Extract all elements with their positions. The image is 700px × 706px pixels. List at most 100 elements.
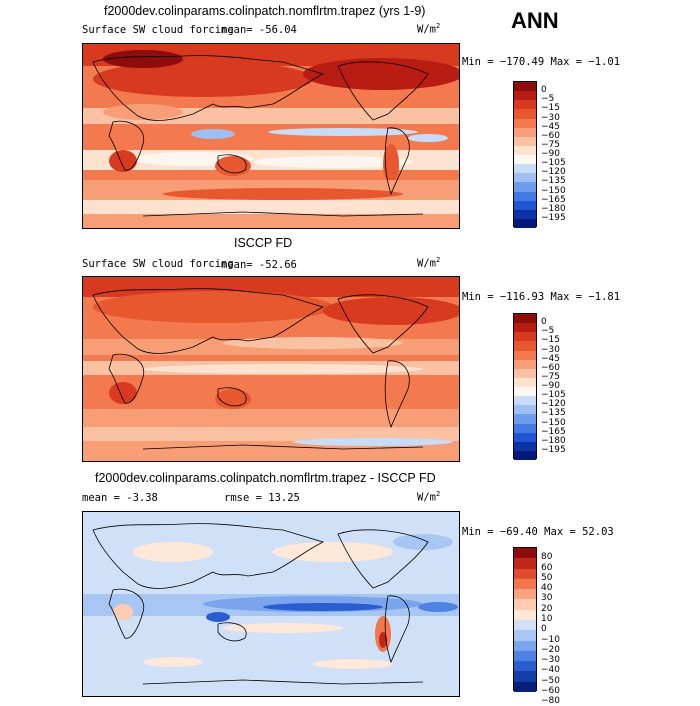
colorbar-swatch xyxy=(514,368,536,378)
colorbar-swatch xyxy=(514,589,536,600)
colorbar-swatch xyxy=(514,681,536,692)
colorbar-level-label: −15 xyxy=(541,103,560,114)
panel1-contour-field xyxy=(83,44,459,228)
season-label: ANN xyxy=(511,8,559,33)
colorbar-swatch xyxy=(514,568,536,579)
colorbar-level-label: −60 xyxy=(541,686,560,696)
colorbar-swatch xyxy=(514,173,536,183)
colorbar-level-label: −120 xyxy=(541,399,566,410)
colorbar-level-label: −150 xyxy=(541,417,566,428)
colorbar-level-label: 10 xyxy=(541,614,553,624)
colorbar-level-label: −45 xyxy=(541,121,560,132)
colorbar-level-label: −165 xyxy=(541,426,566,437)
panel2-minmax: Min = −116.93 Max = −1.81 xyxy=(462,291,621,303)
panel1-mean: mean= -56.04 xyxy=(221,24,297,36)
colorbar-swatch xyxy=(514,136,536,146)
colorbar-swatch xyxy=(514,599,536,610)
colorbar-swatch xyxy=(514,82,536,92)
colorbar-level-label: −165 xyxy=(541,194,566,205)
colorbar-swatch xyxy=(514,609,536,620)
colorbar-swatch xyxy=(514,209,536,219)
panel3-map xyxy=(82,511,460,697)
colorbar-swatch xyxy=(514,350,536,360)
panel2-map xyxy=(82,276,460,462)
colorbar-swatch xyxy=(514,164,536,174)
colorbar-swatch xyxy=(514,387,536,397)
colorbar-level-label: −20 xyxy=(541,644,560,655)
colorbar-level-label: −135 xyxy=(541,408,566,419)
colorbar-swatch xyxy=(514,377,536,387)
colorbar-swatch xyxy=(514,450,536,460)
colorbar-swatch xyxy=(514,109,536,119)
colorbar-level-label: 50 xyxy=(541,572,553,583)
colorbar-swatch xyxy=(514,423,536,433)
colorbar-level-label: −135 xyxy=(541,176,566,187)
panel1-title: f2000dev.colinparams.colinpatch.nomflrtm… xyxy=(104,4,426,18)
colorbar-level-label: −105 xyxy=(541,390,566,401)
panel1-variable: Surface SW cloud forcing xyxy=(82,24,234,36)
colorbar-swatch xyxy=(514,118,536,128)
colorbar-swatch xyxy=(514,578,536,590)
colorbar-swatch xyxy=(514,671,536,682)
colorbar-level-label: −30 xyxy=(541,112,560,123)
panel3-mean: mean = -3.38 xyxy=(82,492,158,504)
colorbar-level-label: −5 xyxy=(541,94,555,105)
panel3-title: f2000dev.colinparams.colinpatch.nomflrtm… xyxy=(95,471,436,485)
panel1-colorbar xyxy=(513,81,537,228)
colorbar-swatch xyxy=(514,200,536,210)
panel2-mean: mean= -52.66 xyxy=(221,259,297,271)
colorbar-level-label: −80 xyxy=(541,696,560,706)
colorbar-level-label: −30 xyxy=(541,344,560,355)
colorbar-level-label: −10 xyxy=(541,634,560,645)
panel2-units: W/m2 xyxy=(417,256,441,270)
colorbar-swatch xyxy=(514,91,536,101)
colorbar-level-label: 30 xyxy=(541,593,553,604)
panel2-contour-field xyxy=(83,277,459,461)
colorbar-level-label: −90 xyxy=(541,149,560,159)
colorbar-swatch xyxy=(514,145,536,155)
colorbar-level-label: −45 xyxy=(541,353,560,364)
colorbar-swatch xyxy=(514,218,536,228)
colorbar-swatch xyxy=(514,359,536,369)
colorbar-level-label: −75 xyxy=(541,139,560,150)
colorbar-swatch xyxy=(514,341,536,351)
colorbar-swatch xyxy=(514,396,536,406)
panel3-rmse: rmse = 13.25 xyxy=(224,492,300,504)
panel2-variable: Surface SW cloud forcing xyxy=(82,258,234,270)
colorbar-level-label: −180 xyxy=(541,203,566,214)
colorbar-level-label: −195 xyxy=(541,212,566,223)
colorbar-level-label: −50 xyxy=(541,675,560,686)
colorbar-swatch xyxy=(514,405,536,415)
colorbar-level-label: 0 xyxy=(541,624,547,635)
colorbar-swatch xyxy=(514,100,536,110)
colorbar-swatch xyxy=(514,548,536,559)
panel3-contour-field xyxy=(83,512,459,696)
panel3-colorbar xyxy=(513,547,537,692)
colorbar-level-label: −40 xyxy=(541,665,560,676)
colorbar-level-label: 40 xyxy=(541,583,553,594)
colorbar-swatch xyxy=(514,314,536,324)
colorbar-swatch xyxy=(514,155,536,165)
colorbar-level-label: 0 xyxy=(541,317,547,328)
colorbar-swatch xyxy=(514,630,536,641)
panel1-map xyxy=(82,43,460,229)
colorbar-swatch xyxy=(514,432,536,442)
colorbar-level-label: −180 xyxy=(541,435,566,446)
colorbar-swatch xyxy=(514,441,536,451)
colorbar-swatch xyxy=(514,127,536,137)
colorbar-level-label: −60 xyxy=(541,130,560,141)
colorbar-swatch xyxy=(514,558,536,569)
colorbar-swatch xyxy=(514,191,536,201)
colorbar-level-label: −105 xyxy=(541,158,566,169)
panel2-title: ISCCP FD xyxy=(234,236,293,250)
colorbar-level-label: 80 xyxy=(541,552,553,563)
colorbar-swatch xyxy=(514,640,536,651)
colorbar-level-label: 0 xyxy=(541,85,547,96)
colorbar-level-label: −15 xyxy=(541,335,560,346)
colorbar-level-label: −90 xyxy=(541,381,560,391)
colorbar-swatch xyxy=(514,323,536,333)
panel1-units: W/m2 xyxy=(417,22,441,36)
colorbar-swatch xyxy=(514,650,536,662)
panel2-colorbar xyxy=(513,313,537,460)
colorbar-level-label: −30 xyxy=(541,655,560,666)
